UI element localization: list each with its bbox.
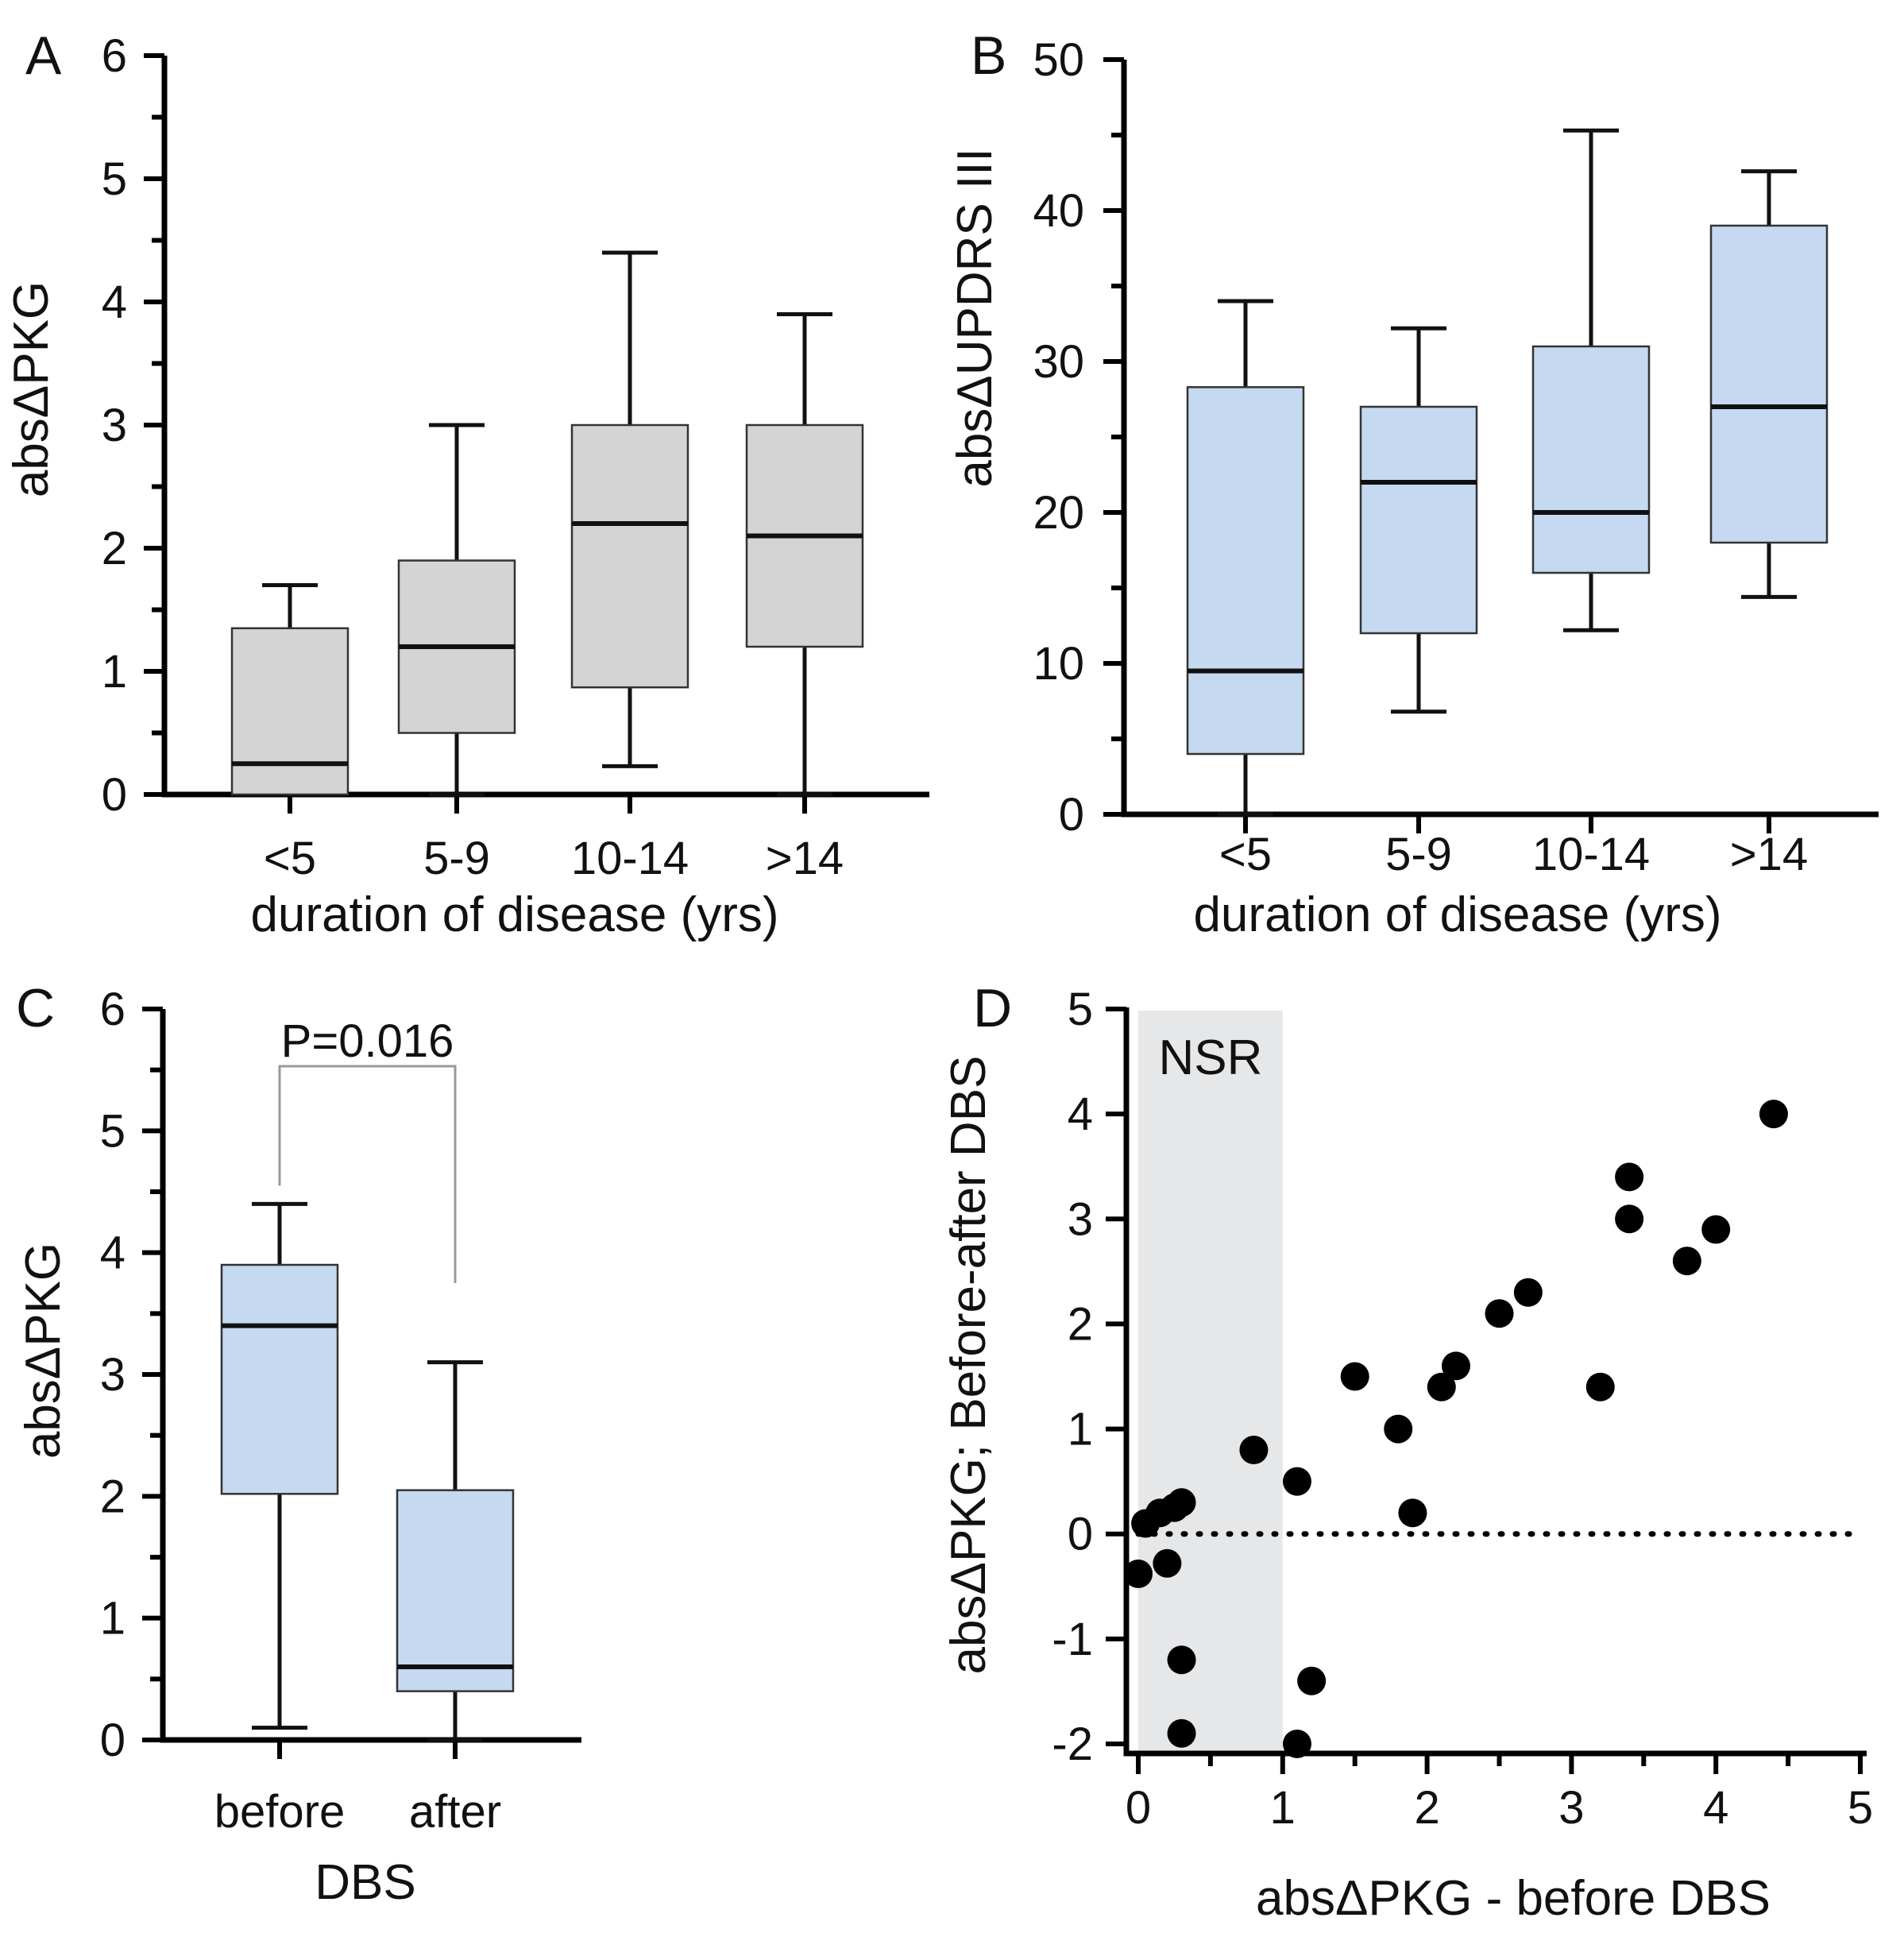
box	[396, 1489, 515, 1692]
data-point	[1124, 1559, 1153, 1588]
x-category-label: <5	[264, 833, 316, 884]
box	[220, 1263, 339, 1495]
data-point	[1615, 1204, 1644, 1234]
y-tick-label: -2	[1052, 1718, 1093, 1770]
y-tick-label: 4	[102, 276, 127, 328]
x-category-label: 5-9	[1385, 829, 1452, 880]
y-tick-label: 10	[1033, 638, 1084, 690]
data-point	[1513, 1278, 1543, 1307]
y-tick-label: 2	[100, 1471, 126, 1522]
data-point	[1340, 1362, 1369, 1391]
nsr-region-label: NSR	[1158, 1030, 1262, 1085]
x-category-label: 10-14	[571, 833, 689, 884]
data-point	[1282, 1467, 1311, 1496]
data-point	[1615, 1162, 1644, 1192]
panel-c-box-plot: 0 1 2 3 4 5 6 before after DBS absΔPKG P=0.016	[16, 984, 581, 1910]
data-point	[1585, 1372, 1615, 1401]
x-axis-title: absΔPKG - before DBS	[1256, 1871, 1771, 1926]
significance-bracket	[278, 1065, 457, 1283]
data-point	[1167, 1488, 1196, 1517]
y-tick-label: 2	[102, 523, 127, 574]
y-tick-label: -1	[1052, 1614, 1093, 1665]
data-point	[1297, 1666, 1327, 1695]
y-tick-label: 50	[1033, 34, 1084, 86]
y-tick-label: 4	[1068, 1088, 1093, 1140]
axes	[1123, 1007, 1867, 1757]
panel-letter-c: C	[16, 978, 55, 1038]
x-tick-label: 5	[1848, 1782, 1873, 1834]
panel-letter-a: A	[25, 25, 62, 86]
x-tick-label: 3	[1558, 1782, 1584, 1834]
y-tick-label: 5	[1068, 984, 1093, 1035]
y-axis-title: absΔUPDRS III	[948, 148, 1002, 487]
y-axis-title: absΔPKG; Before-after DBS	[941, 1056, 996, 1675]
y-tick-label: 3	[102, 400, 127, 451]
y-tick-label: 4	[100, 1227, 126, 1279]
y-tick-label: 1	[1068, 1404, 1093, 1456]
y-tick-label: 3	[100, 1349, 126, 1401]
data-point	[1153, 1548, 1182, 1578]
box	[1359, 405, 1478, 635]
data-point	[1441, 1351, 1470, 1381]
y-tick-label: 2	[1068, 1298, 1093, 1350]
x-axis-title: DBS	[315, 1855, 415, 1910]
panel-letter-b: B	[971, 25, 1006, 86]
x-category-label: after	[409, 1786, 501, 1838]
box	[230, 627, 350, 796]
x-category-label: >14	[766, 833, 844, 884]
data-point	[1167, 1645, 1196, 1675]
x-category-label: <5	[1219, 829, 1272, 880]
x-tick-label: 2	[1414, 1782, 1439, 1834]
data-point	[1384, 1414, 1413, 1444]
y-tick-label: 5	[100, 1105, 126, 1157]
data-point	[1282, 1730, 1311, 1758]
y-tick-label: 0	[102, 769, 127, 821]
x-tick-label: 4	[1703, 1782, 1728, 1834]
x-tick-label: 0	[1126, 1782, 1151, 1834]
y-tick-label: 1	[100, 1593, 126, 1645]
y-tick-label: 0	[100, 1715, 126, 1766]
y-tick-label: 6	[102, 30, 127, 82]
y-tick-label: 3	[1068, 1193, 1093, 1245]
p-value-annotation: P=0.016	[281, 1015, 454, 1067]
nsr-region	[1138, 1011, 1283, 1753]
x-axis-title: duration of disease (yrs)	[1193, 887, 1721, 942]
x-category-label: before	[214, 1786, 345, 1838]
y-tick-label: 40	[1033, 185, 1084, 237]
data-point	[1701, 1215, 1731, 1244]
box	[1531, 345, 1651, 574]
y-tick-label: 6	[100, 984, 126, 1035]
x-category-label: 5-9	[423, 833, 490, 884]
data-point	[1167, 1718, 1196, 1748]
y-tick-label: 0	[1059, 789, 1084, 841]
data-point	[1485, 1299, 1514, 1328]
y-axis-title: absΔPKG	[4, 281, 59, 497]
box	[1709, 224, 1829, 544]
y-tick-label: 20	[1033, 487, 1084, 539]
data-point	[1239, 1436, 1269, 1464]
x-category-label: >14	[1730, 829, 1808, 880]
box	[1186, 386, 1305, 756]
data-point	[1427, 1372, 1456, 1401]
y-tick-label: 1	[102, 646, 127, 698]
panel-d-scatter-plot: NSR -2 -1 0 1 2 3 4 5 0 1 2 3 4 5 absΔPKG - before DBS a…	[941, 984, 1873, 1926]
y-tick-label: 30	[1033, 336, 1084, 388]
data-point	[1759, 1100, 1788, 1129]
x-category-label: 10-14	[1532, 829, 1650, 880]
x-tick-label: 1	[1270, 1782, 1296, 1834]
data-point	[1398, 1498, 1427, 1528]
panel-letter-d: D	[973, 978, 1012, 1038]
y-axis-title: absΔPKG	[16, 1243, 71, 1459]
box	[570, 423, 689, 689]
x-axis-title: duration of disease (yrs)	[250, 887, 778, 942]
data-point	[1672, 1247, 1701, 1276]
y-tick-label: 5	[102, 153, 127, 205]
y-tick-label: 0	[1068, 1509, 1093, 1560]
